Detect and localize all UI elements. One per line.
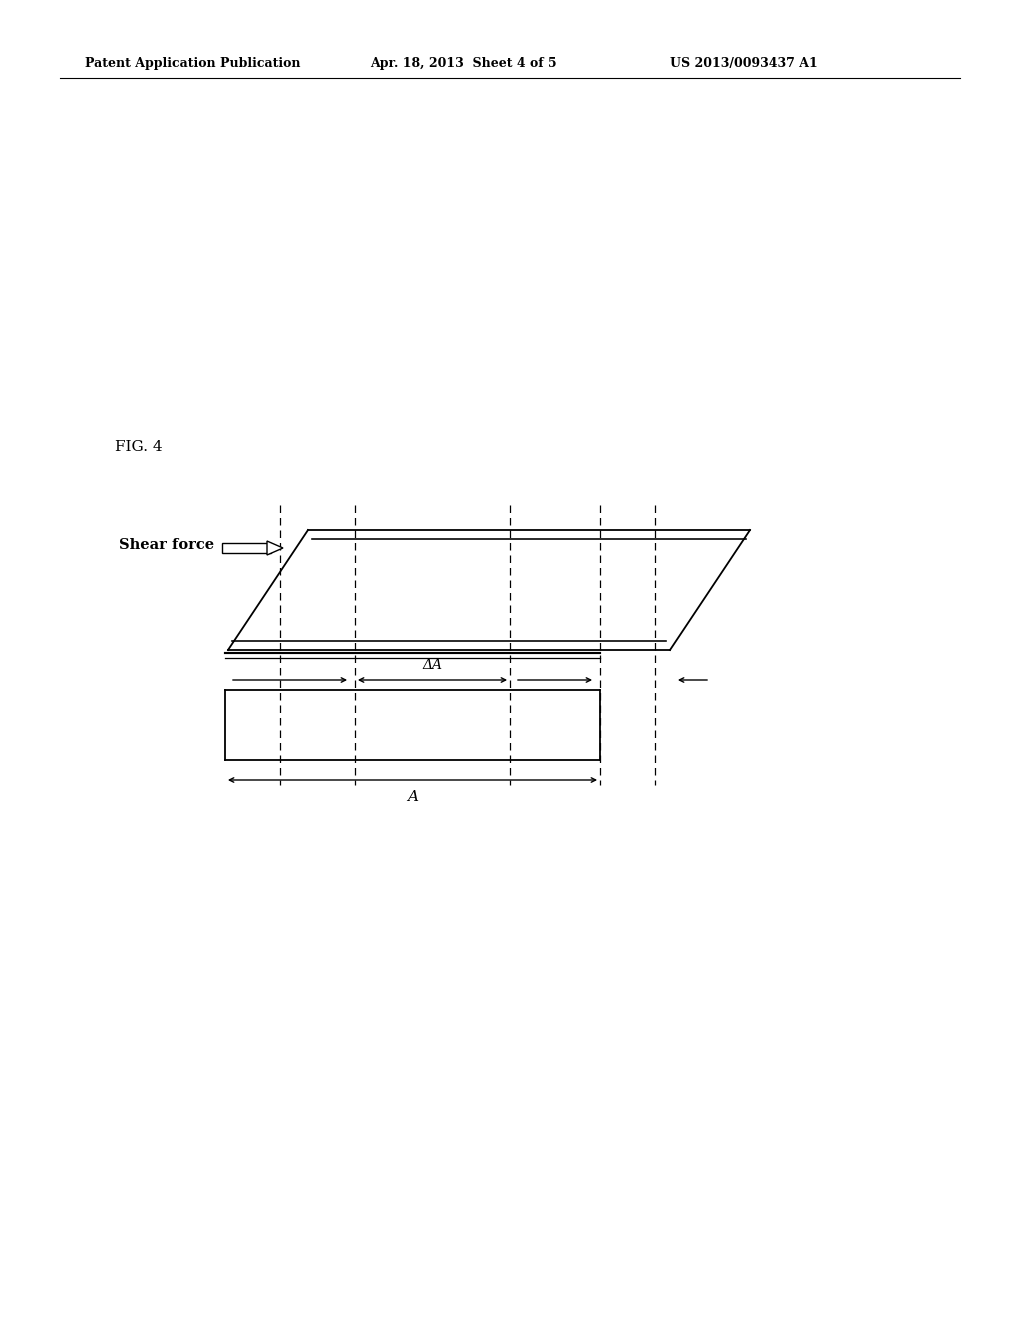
Text: A: A: [407, 789, 418, 804]
Text: Patent Application Publication: Patent Application Publication: [85, 57, 300, 70]
Text: Shear force: Shear force: [119, 539, 214, 552]
Text: Apr. 18, 2013  Sheet 4 of 5: Apr. 18, 2013 Sheet 4 of 5: [370, 57, 557, 70]
Polygon shape: [267, 541, 283, 554]
Bar: [222, 543, 271, 553]
Text: US 2013/0093437 A1: US 2013/0093437 A1: [670, 57, 818, 70]
Text: ΔA: ΔA: [423, 657, 442, 672]
Text: FIG. 4: FIG. 4: [115, 440, 163, 454]
